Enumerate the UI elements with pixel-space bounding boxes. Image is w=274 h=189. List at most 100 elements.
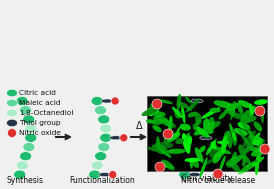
Ellipse shape	[147, 147, 158, 152]
Ellipse shape	[187, 112, 198, 117]
Ellipse shape	[199, 157, 208, 178]
Ellipse shape	[255, 155, 259, 175]
Text: Functionalization: Functionalization	[69, 176, 135, 185]
Ellipse shape	[234, 128, 248, 136]
Circle shape	[260, 144, 270, 154]
Ellipse shape	[23, 115, 35, 124]
Ellipse shape	[150, 103, 154, 113]
Ellipse shape	[255, 137, 265, 143]
Ellipse shape	[238, 122, 250, 130]
Circle shape	[111, 97, 119, 105]
Ellipse shape	[244, 136, 256, 154]
Ellipse shape	[231, 152, 237, 162]
Ellipse shape	[261, 143, 266, 154]
Circle shape	[163, 129, 173, 139]
Text: 1,8-Octanediol: 1,8-Octanediol	[19, 110, 73, 116]
Ellipse shape	[153, 116, 168, 122]
Ellipse shape	[241, 120, 253, 137]
Ellipse shape	[188, 115, 200, 124]
Ellipse shape	[238, 144, 246, 156]
Ellipse shape	[190, 124, 202, 133]
Ellipse shape	[227, 103, 240, 111]
Ellipse shape	[192, 123, 201, 133]
Ellipse shape	[163, 131, 173, 136]
Bar	[147, 96, 267, 171]
Ellipse shape	[7, 99, 18, 107]
Ellipse shape	[159, 147, 172, 158]
Ellipse shape	[252, 157, 264, 167]
Ellipse shape	[23, 143, 35, 152]
Ellipse shape	[179, 170, 191, 179]
Ellipse shape	[258, 145, 262, 156]
Ellipse shape	[207, 148, 222, 157]
Ellipse shape	[91, 97, 103, 105]
Ellipse shape	[7, 89, 18, 97]
Ellipse shape	[227, 101, 237, 114]
Ellipse shape	[238, 100, 251, 108]
Ellipse shape	[245, 158, 262, 167]
Ellipse shape	[25, 133, 37, 142]
Ellipse shape	[99, 173, 111, 177]
Ellipse shape	[20, 152, 32, 161]
Ellipse shape	[159, 119, 176, 128]
Ellipse shape	[238, 162, 257, 174]
Text: Maleic acid: Maleic acid	[19, 100, 61, 106]
Ellipse shape	[181, 106, 185, 123]
Ellipse shape	[172, 107, 182, 118]
Ellipse shape	[206, 159, 214, 164]
Ellipse shape	[185, 96, 192, 104]
Ellipse shape	[258, 153, 261, 162]
Ellipse shape	[208, 117, 215, 134]
Ellipse shape	[163, 119, 171, 126]
Ellipse shape	[227, 131, 232, 149]
Ellipse shape	[98, 143, 110, 152]
Ellipse shape	[241, 154, 250, 164]
Ellipse shape	[199, 146, 206, 153]
Ellipse shape	[178, 103, 188, 108]
Ellipse shape	[95, 152, 107, 161]
Ellipse shape	[181, 161, 193, 170]
Ellipse shape	[218, 112, 227, 119]
Ellipse shape	[98, 115, 110, 124]
Ellipse shape	[261, 104, 264, 124]
Ellipse shape	[100, 124, 112, 133]
Text: Cell viability: Cell viability	[181, 174, 233, 183]
Ellipse shape	[155, 143, 168, 152]
Ellipse shape	[213, 100, 234, 108]
Text: Thiol group: Thiol group	[19, 120, 61, 126]
Ellipse shape	[174, 109, 181, 119]
Ellipse shape	[25, 124, 37, 133]
Ellipse shape	[168, 115, 173, 132]
Circle shape	[152, 99, 162, 109]
Circle shape	[155, 162, 165, 172]
Ellipse shape	[196, 127, 209, 138]
Ellipse shape	[7, 109, 18, 117]
Ellipse shape	[227, 157, 240, 168]
Ellipse shape	[100, 133, 112, 142]
Ellipse shape	[194, 130, 205, 136]
Ellipse shape	[254, 99, 268, 105]
Circle shape	[213, 169, 223, 179]
Ellipse shape	[167, 149, 186, 154]
Circle shape	[109, 171, 117, 179]
Ellipse shape	[19, 106, 32, 115]
Text: Δ: Δ	[136, 121, 142, 131]
Ellipse shape	[156, 136, 160, 150]
Ellipse shape	[176, 94, 181, 110]
Ellipse shape	[189, 173, 201, 177]
Ellipse shape	[158, 99, 173, 104]
Ellipse shape	[193, 117, 201, 129]
Ellipse shape	[241, 110, 250, 120]
Ellipse shape	[175, 127, 180, 137]
Ellipse shape	[181, 97, 193, 105]
Ellipse shape	[253, 132, 261, 141]
Ellipse shape	[190, 159, 193, 169]
Circle shape	[7, 129, 16, 138]
Ellipse shape	[202, 121, 221, 131]
Ellipse shape	[251, 148, 266, 156]
Ellipse shape	[255, 136, 263, 144]
Ellipse shape	[195, 113, 202, 125]
Ellipse shape	[206, 139, 216, 156]
Ellipse shape	[226, 155, 243, 166]
Ellipse shape	[185, 152, 197, 161]
